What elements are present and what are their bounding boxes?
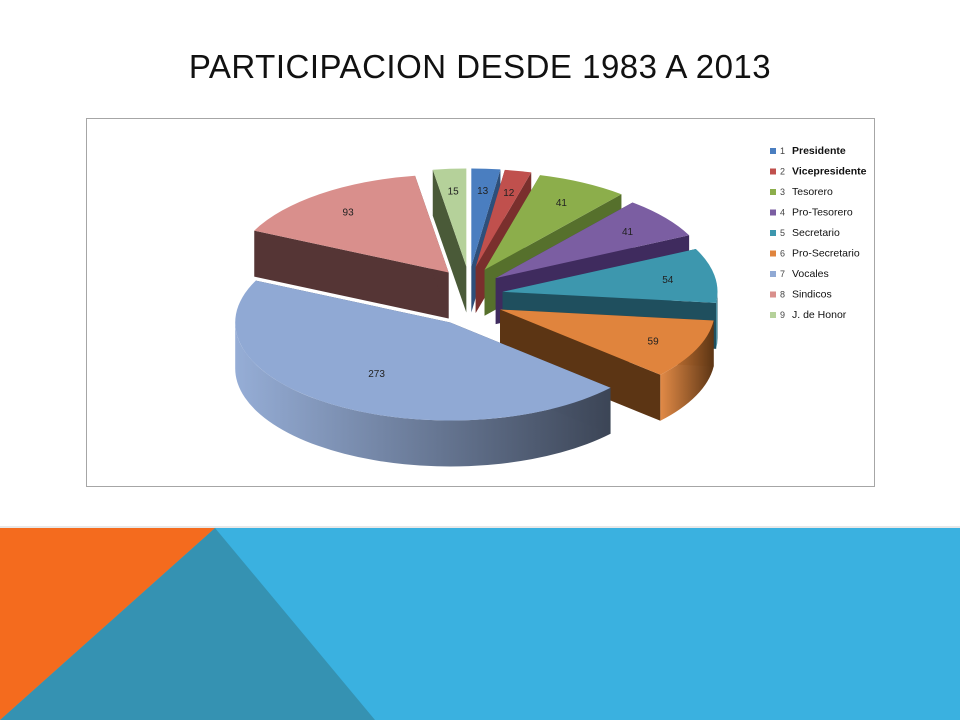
data-label-2: 12 — [503, 188, 515, 199]
band-divider — [0, 526, 960, 528]
legend-item-7: 7 Vocales — [770, 268, 829, 280]
pie-slice-9 — [432, 168, 467, 313]
legend-item-6: 6 Pro-Secretario — [770, 248, 860, 260]
legend-number: 9 — [780, 310, 785, 320]
legend-item-3: 3 Tesorero — [770, 186, 833, 198]
legend-item-9: 9 J. de Honor — [770, 309, 847, 321]
data-label-6: 59 — [648, 337, 660, 348]
legend-swatch — [770, 168, 776, 175]
legend-number: 4 — [780, 208, 785, 218]
legend-label: Vicepresidente — [792, 166, 867, 178]
pie-slice-6 — [500, 309, 714, 421]
legend-label: Pro-Secretario — [792, 248, 860, 260]
legend-number: 7 — [780, 269, 785, 279]
legend-number: 2 — [780, 167, 785, 177]
legend-swatch — [770, 230, 776, 236]
legend-item-4: 4 Pro-Tesorero — [770, 207, 853, 219]
legend-label: Sindicos — [792, 289, 832, 301]
legend-item-5: 5 Secretario — [770, 227, 840, 239]
data-label-5: 54 — [662, 275, 674, 286]
data-label-8: 93 — [343, 207, 355, 218]
pie-slice-8 — [254, 175, 449, 319]
legend-number: 1 — [780, 146, 785, 156]
legend-swatch — [770, 189, 776, 195]
legend-swatch — [770, 148, 776, 154]
legend-swatch — [770, 250, 776, 257]
legend-label: Vocales — [792, 268, 829, 280]
pie-slice-7 — [235, 280, 611, 467]
legend-label: Presidente — [792, 145, 846, 157]
data-label-7: 273 — [368, 369, 385, 380]
legend-label: Pro-Tesorero — [792, 207, 853, 219]
legend-item-2: 2 Vicepresidente — [770, 166, 867, 178]
data-label-3: 41 — [556, 198, 568, 209]
legend-swatch — [770, 271, 776, 277]
legend-number: 5 — [780, 228, 785, 238]
band-orange — [0, 528, 215, 720]
legend-item-8: 8 Sindicos — [770, 289, 832, 301]
legend-label: J. de Honor — [792, 309, 847, 321]
legend-item-1: 1 Presidente — [770, 145, 846, 157]
legend-number: 3 — [780, 187, 785, 197]
legend-number: 6 — [780, 249, 785, 259]
decorative-footer-band — [0, 528, 960, 720]
legend-label: Tesorero — [792, 186, 833, 198]
legend-swatch — [770, 291, 776, 298]
data-label-1: 13 — [477, 186, 489, 197]
chart-frame: 13 12 41 41 54 59 273 93 15 1 Presidente 2 Vicepresi… — [86, 118, 875, 487]
band-teal — [0, 528, 375, 720]
data-label-9: 15 — [448, 186, 460, 197]
legend-swatch — [770, 312, 776, 318]
data-label-4: 41 — [622, 227, 634, 238]
legend-label: Secretario — [792, 227, 840, 239]
legend-number: 8 — [780, 290, 785, 300]
legend-swatch — [770, 209, 776, 216]
slide-title: PARTICIPACION DESDE 1983 A 2013 — [188, 48, 772, 85]
